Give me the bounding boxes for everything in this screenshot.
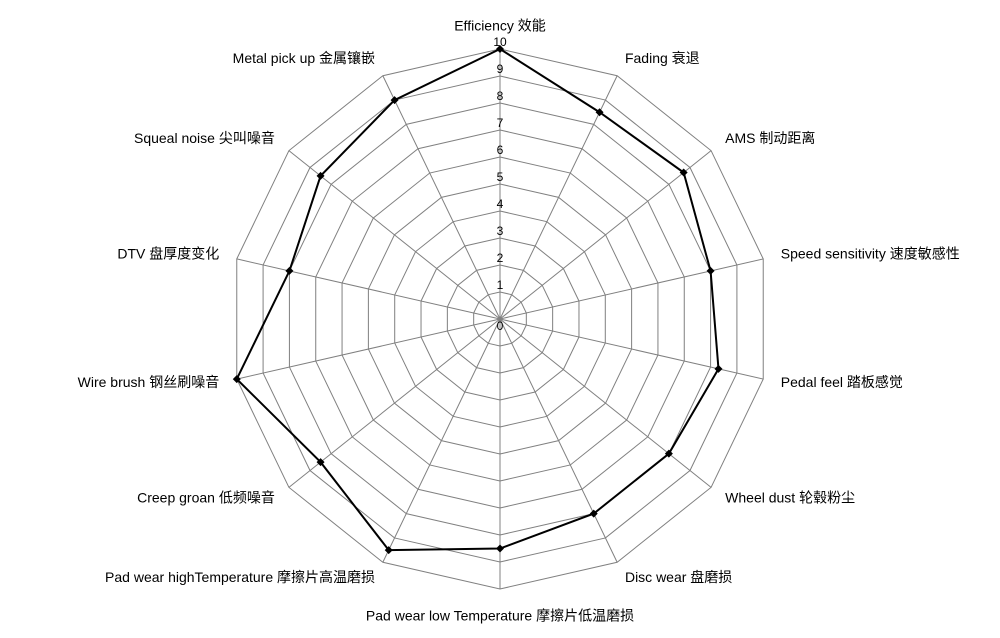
axis-label: Pad wear low Temperature 摩擦片低温磨损	[366, 608, 634, 624]
axis-label: Speed sensitivity 速度敏感性	[781, 246, 960, 262]
tick-label: 2	[497, 251, 504, 265]
axis-label: Creep groan 低频噪音	[137, 489, 275, 505]
axis-spoke	[500, 319, 711, 487]
axis-spoke	[500, 151, 711, 319]
axis-label: Efficiency 效能	[454, 18, 546, 34]
data-marker	[496, 545, 504, 553]
radar-chart-svg: 012345678910Efficiency 效能Fading 衰退AMS 制动…	[0, 0, 1000, 638]
tick-label: 6	[497, 143, 504, 157]
axis-label: Wire brush 钢丝刷噪音	[78, 374, 220, 390]
radar-chart-container: 012345678910Efficiency 效能Fading 衰退AMS 制动…	[0, 0, 1000, 638]
tick-label: 7	[497, 116, 504, 130]
tick-label: 4	[497, 197, 504, 211]
axis-label: Wheel dust 轮毂粉尘	[725, 489, 855, 505]
data-marker	[285, 267, 293, 275]
tick-label: 3	[497, 224, 504, 238]
tick-label: 1	[497, 278, 504, 292]
data-marker	[707, 267, 715, 275]
tick-label: 9	[497, 62, 504, 76]
tick-label: 8	[497, 89, 504, 103]
axis-label: Fading 衰退	[625, 50, 700, 66]
tick-label: 0	[497, 319, 504, 333]
axis-label: Pad wear highTemperature 摩擦片高温磨损	[105, 569, 375, 585]
axis-label: Pedal feel 踏板感觉	[781, 374, 903, 390]
axis-label: DTV 盘厚度变化	[117, 246, 219, 262]
axis-label: AMS 制动距离	[725, 130, 815, 146]
data-series-line	[237, 49, 719, 550]
data-marker	[714, 365, 722, 373]
axis-label: Squeal noise 尖叫噪音	[134, 130, 275, 146]
axis-label: Disc wear 盘磨损	[625, 569, 732, 585]
tick-label: 5	[497, 170, 504, 184]
axis-label: Metal pick up 金属镶嵌	[233, 50, 375, 66]
